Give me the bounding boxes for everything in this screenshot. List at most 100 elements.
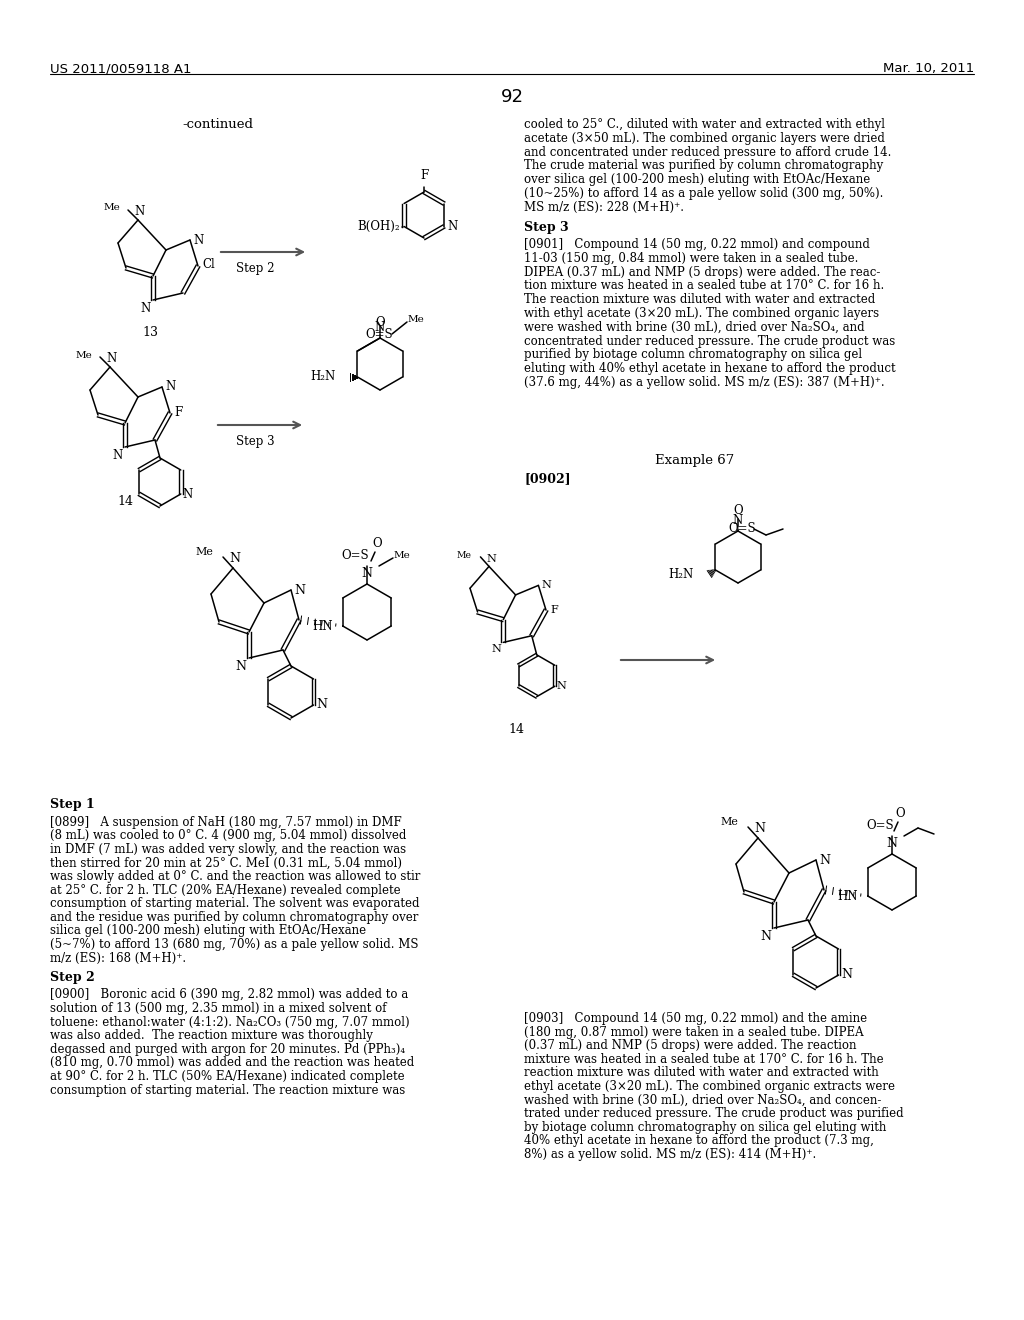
Text: 11-03 (150 mg, 0.84 mmol) were taken in a sealed tube.: 11-03 (150 mg, 0.84 mmol) were taken in … (524, 252, 858, 265)
Text: Me: Me (457, 550, 472, 560)
Text: N: N (492, 644, 502, 655)
Text: was slowly added at 0° C. and the reaction was allowed to stir: was slowly added at 0° C. and the reacti… (50, 870, 421, 883)
Text: (810 mg, 0.70 mmol) was added and the reaction was heated: (810 mg, 0.70 mmol) was added and the re… (50, 1056, 415, 1069)
Text: HN: HN (312, 619, 333, 632)
Text: cooled to 25° C., diluted with water and extracted with ethyl: cooled to 25° C., diluted with water and… (524, 117, 885, 131)
Text: O: O (895, 807, 905, 820)
Text: N: N (229, 552, 241, 565)
Text: at 25° C. for 2 h. TLC (20% EA/Hexane) revealed complete: at 25° C. for 2 h. TLC (20% EA/Hexane) r… (50, 883, 400, 896)
Text: O: O (375, 315, 385, 329)
Text: O: O (733, 504, 742, 517)
Text: purified by biotage column chromatography on silica gel: purified by biotage column chromatograph… (524, 348, 862, 362)
Text: [0902]: [0902] (524, 473, 570, 484)
Text: N: N (316, 698, 328, 711)
Text: N: N (755, 822, 766, 836)
Text: N: N (135, 205, 145, 218)
Text: [0903]   Compound 14 (50 mg, 0.22 mmol) and the amine: [0903] Compound 14 (50 mg, 0.22 mmol) an… (524, 1012, 867, 1026)
Text: N: N (113, 449, 123, 462)
Text: consumption of starting material. The reaction mixture was: consumption of starting material. The re… (50, 1084, 406, 1097)
Text: N: N (375, 321, 385, 334)
Text: O=S: O=S (866, 818, 894, 832)
Text: Me: Me (720, 817, 738, 828)
Text: ethyl acetate (3×20 mL). The combined organic extracts were: ethyl acetate (3×20 mL). The combined or… (524, 1080, 895, 1093)
Text: N: N (193, 234, 203, 247)
Text: by biotage column chromatography on silica gel eluting with: by biotage column chromatography on sili… (524, 1121, 887, 1134)
Text: The reaction mixture was diluted with water and extracted: The reaction mixture was diluted with wa… (524, 293, 876, 306)
Text: N: N (733, 513, 743, 527)
Text: N: N (760, 931, 771, 942)
Text: mixture was heated in a sealed tube at 170° C. for 16 h. The: mixture was heated in a sealed tube at 1… (524, 1053, 884, 1065)
Text: then stirred for 20 min at 25° C. MeI (0.31 mL, 5.04 mmol): then stirred for 20 min at 25° C. MeI (0… (50, 857, 402, 870)
Text: reaction mixture was diluted with water and extracted with: reaction mixture was diluted with water … (524, 1067, 879, 1080)
Text: N: N (106, 352, 117, 366)
Text: acetate (3×50 mL). The combined organic layers were dried: acetate (3×50 mL). The combined organic … (524, 132, 885, 145)
Text: (37.6 mg, 44%) as a yellow solid. MS m/z (ES): 387 (M+H)⁺.: (37.6 mg, 44%) as a yellow solid. MS m/z… (524, 376, 885, 389)
Text: consumption of starting material. The solvent was evaporated: consumption of starting material. The so… (50, 898, 420, 911)
Text: N: N (819, 854, 830, 866)
Text: -continued: -continued (182, 117, 254, 131)
Text: was also added.  The reaction mixture was thoroughly: was also added. The reaction mixture was… (50, 1030, 373, 1043)
Text: Step 3: Step 3 (524, 222, 568, 235)
Text: O=S: O=S (365, 327, 392, 341)
Text: F: F (550, 605, 558, 615)
Text: Example 67: Example 67 (655, 454, 734, 467)
Text: (8 mL) was cooled to 0° C. 4 (900 mg, 5.04 mmol) dissolved: (8 mL) was cooled to 0° C. 4 (900 mg, 5.… (50, 829, 407, 842)
Text: solution of 13 (500 mg, 2.35 mmol) in a mixed solvent of: solution of 13 (500 mg, 2.35 mmol) in a … (50, 1002, 386, 1015)
Text: MS m/z (ES): 228 (M+H)⁺.: MS m/z (ES): 228 (M+H)⁺. (524, 201, 684, 214)
Text: (180 mg, 0.87 mmol) were taken in a sealed tube. DIPEA: (180 mg, 0.87 mmol) were taken in a seal… (524, 1026, 863, 1039)
Text: washed with brine (30 mL), dried over Na₂SO₄, and concen-: washed with brine (30 mL), dried over Na… (524, 1093, 882, 1106)
Text: O=S: O=S (728, 523, 756, 536)
Text: Me: Me (103, 203, 120, 213)
Text: The crude material was purified by column chromatography: The crude material was purified by colum… (524, 160, 884, 173)
Text: 8%) as a yellow solid. MS m/z (ES): 414 (M+H)⁺.: 8%) as a yellow solid. MS m/z (ES): 414 … (524, 1148, 816, 1162)
Text: [0899]   A suspension of NaH (180 mg, 7.57 mmol) in DMF: [0899] A suspension of NaH (180 mg, 7.57… (50, 816, 401, 829)
Text: eluting with 40% ethyl acetate in hexane to afford the product: eluting with 40% ethyl acetate in hexane… (524, 362, 896, 375)
Text: B(OH)₂: B(OH)₂ (357, 220, 400, 234)
Text: with ethyl acetate (3×20 mL). The combined organic layers: with ethyl acetate (3×20 mL). The combin… (524, 308, 880, 319)
Text: Step 2: Step 2 (50, 970, 95, 983)
Text: N: N (542, 581, 551, 590)
Text: Me: Me (75, 351, 92, 359)
Text: toluene: ethanol:water (4:1:2). Na₂CO₃ (750 mg, 7.07 mmol): toluene: ethanol:water (4:1:2). Na₂CO₃ (… (50, 1015, 410, 1028)
Text: 92: 92 (501, 88, 523, 106)
Text: trated under reduced pressure. The crude product was purified: trated under reduced pressure. The crude… (524, 1107, 903, 1121)
Text: m/z (ES): 168 (M+H)⁺.: m/z (ES): 168 (M+H)⁺. (50, 952, 186, 965)
Text: DIPEA (0.37 mL) and NMP (5 drops) were added. The reac-: DIPEA (0.37 mL) and NMP (5 drops) were a… (524, 265, 881, 279)
Text: (0.37 mL) and NMP (5 drops) were added. The reaction: (0.37 mL) and NMP (5 drops) were added. … (524, 1039, 856, 1052)
Text: Step 1: Step 1 (50, 799, 95, 810)
Text: H₂N: H₂N (310, 371, 336, 384)
Text: 14: 14 (117, 495, 133, 508)
Text: Cl: Cl (202, 257, 215, 271)
Text: N: N (486, 554, 496, 565)
Text: N: N (557, 681, 566, 692)
Text: F: F (420, 169, 428, 182)
Text: Me: Me (196, 546, 213, 557)
Text: and the residue was purified by column chromatography over: and the residue was purified by column c… (50, 911, 419, 924)
Text: H₂N: H₂N (669, 568, 693, 581)
Text: tion mixture was heated in a sealed tube at 170° C. for 16 h.: tion mixture was heated in a sealed tube… (524, 280, 885, 293)
Text: (10~25%) to afford 14 as a pale yellow solid (300 mg, 50%).: (10~25%) to afford 14 as a pale yellow s… (524, 187, 884, 201)
Text: O=S: O=S (341, 549, 369, 562)
Text: [0901]   Compound 14 (50 mg, 0.22 mmol) and compound: [0901] Compound 14 (50 mg, 0.22 mmol) an… (524, 238, 869, 251)
Text: over silica gel (100-200 mesh) eluting with EtOAc/Hexane: over silica gel (100-200 mesh) eluting w… (524, 173, 870, 186)
Text: US 2011/0059118 A1: US 2011/0059118 A1 (50, 62, 191, 75)
Text: Step 2: Step 2 (236, 261, 274, 275)
Text: and concentrated under reduced pressure to afford crude 14.: and concentrated under reduced pressure … (524, 145, 891, 158)
Text: (5~7%) to afford 13 (680 mg, 70%) as a pale yellow solid. MS: (5~7%) to afford 13 (680 mg, 70%) as a p… (50, 939, 419, 952)
Text: O: O (372, 537, 382, 550)
Text: N: N (165, 380, 175, 393)
Text: Me: Me (408, 314, 425, 323)
Text: N: N (842, 969, 853, 982)
Text: 13: 13 (142, 326, 158, 339)
Text: F: F (174, 407, 182, 420)
Text: 40% ethyl acetate in hexane to afford the product (7.3 mg,: 40% ethyl acetate in hexane to afford th… (524, 1134, 873, 1147)
Text: N: N (887, 837, 897, 850)
Text: silica gel (100-200 mesh) eluting with EtOAc/Hexane: silica gel (100-200 mesh) eluting with E… (50, 924, 367, 937)
Text: were washed with brine (30 mL), dried over Na₂SO₄, and: were washed with brine (30 mL), dried ov… (524, 321, 864, 334)
Text: 14: 14 (508, 723, 524, 737)
Text: [0900]   Boronic acid 6 (390 mg, 2.82 mmol) was added to a: [0900] Boronic acid 6 (390 mg, 2.82 mmol… (50, 989, 409, 1002)
Text: N: N (446, 220, 457, 234)
Text: N: N (294, 583, 305, 597)
Text: degassed and purged with argon for 20 minutes. Pd (PPh₃)₄: degassed and purged with argon for 20 mi… (50, 1043, 406, 1056)
Text: Step 3: Step 3 (236, 436, 274, 447)
